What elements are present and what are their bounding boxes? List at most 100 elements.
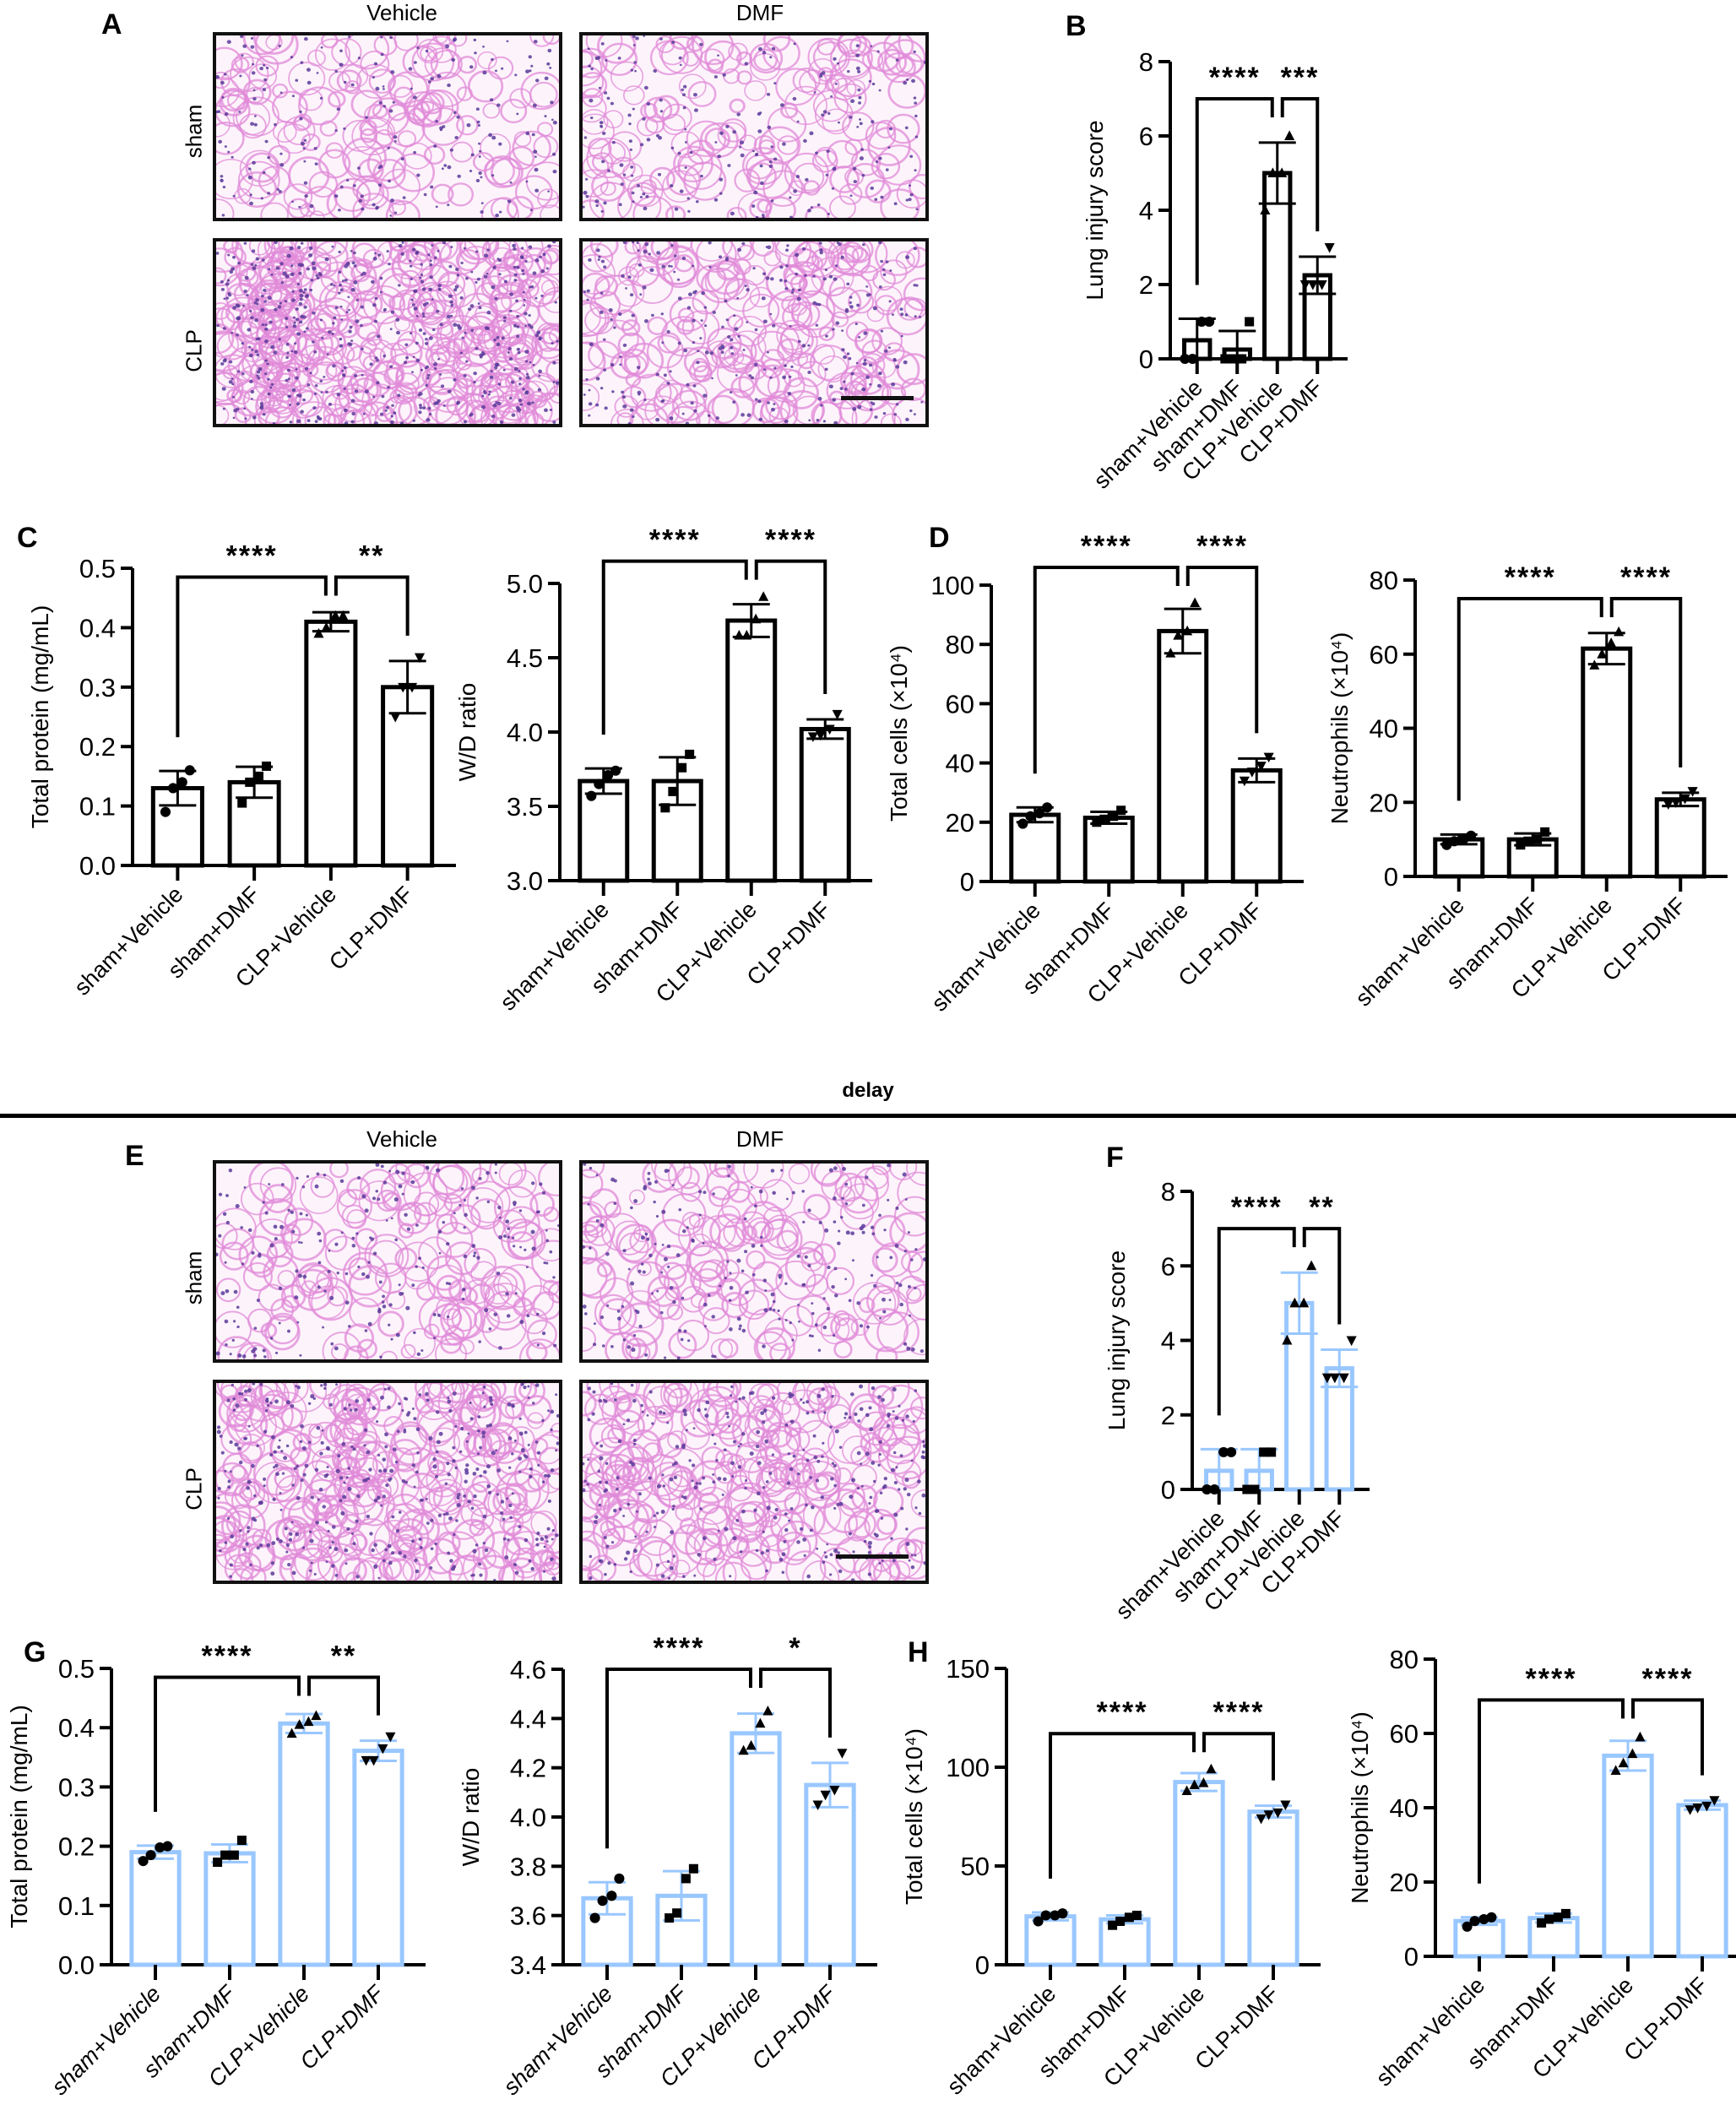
data-point (414, 653, 426, 664)
data-point (1245, 317, 1255, 327)
histology-image-delay-sham-dmf (579, 1160, 929, 1363)
y-tick-label: 20 (1390, 1868, 1419, 1897)
y-tick-label: 8 (1161, 1177, 1175, 1207)
data-point (1040, 1910, 1051, 1921)
bar (804, 1782, 856, 1967)
data-point (1316, 280, 1327, 290)
data-point (377, 1744, 388, 1755)
data-point (145, 1850, 156, 1861)
data-point (1466, 830, 1477, 841)
tissue-texture (216, 1383, 559, 1581)
significance-bracket (1033, 565, 1180, 774)
tissue-texture (583, 35, 925, 218)
significance-label: **** (1231, 1191, 1283, 1223)
data-point (1289, 1297, 1300, 1308)
data-point (1204, 316, 1215, 328)
histology-a-col-vehicle: Vehicle (366, 0, 437, 25)
data-point (815, 730, 826, 741)
data-point (1181, 1785, 1192, 1796)
data-point (614, 1873, 625, 1884)
y-tick-label: 4.4 (510, 1704, 546, 1733)
data-point (594, 778, 605, 789)
y-tick-label: 0.2 (79, 732, 116, 762)
data-point (330, 610, 341, 621)
y-tick-label: 80 (946, 630, 974, 659)
significance-label: **** (202, 1641, 253, 1673)
data-point (1263, 1810, 1274, 1820)
data-point (1284, 130, 1295, 140)
tissue-texture (216, 35, 559, 218)
y-tick-label: 80 (1390, 1645, 1419, 1674)
significance-label: * (789, 1632, 801, 1664)
data-point (746, 1739, 757, 1750)
data-point (606, 1890, 617, 1901)
tissue-texture (216, 1163, 559, 1359)
significance-label: **** (1097, 1696, 1148, 1728)
data-point (1017, 818, 1028, 829)
section-divider (0, 1114, 1736, 1118)
y-tick-label: 0.5 (58, 1654, 95, 1684)
data-point (1553, 1912, 1563, 1923)
panel-letter-f: F (1106, 1142, 1124, 1174)
data-point (1259, 1447, 1269, 1457)
data-point (758, 591, 769, 601)
significance-bracket (1217, 1227, 1296, 1416)
y-tick-label: 4.6 (510, 1655, 546, 1684)
data-point (303, 1716, 314, 1727)
data-point (1180, 353, 1191, 365)
data-point (1663, 800, 1674, 811)
data-point (1092, 817, 1102, 827)
data-point (1329, 1373, 1340, 1384)
scale-bar (836, 1554, 909, 1559)
data-point (762, 1705, 773, 1716)
data-point (1173, 630, 1184, 640)
x-tick-label: sham+Vehicle (1371, 1972, 1490, 2091)
panel-letter-g: G (24, 1636, 46, 1668)
y-tick-label: 3.5 (507, 792, 543, 822)
significance-bracket (1280, 97, 1320, 231)
data-point (610, 765, 621, 776)
data-point (1202, 1484, 1212, 1495)
y-tick-label: 0.4 (79, 613, 116, 643)
data-point (1544, 1914, 1554, 1924)
data-point (1190, 597, 1201, 608)
y-tick-label: 0.5 (79, 554, 116, 583)
data-point (1597, 648, 1608, 659)
data-point (1533, 834, 1543, 844)
data-point (361, 1755, 372, 1766)
bar (1676, 1803, 1728, 1959)
data-point (1115, 1917, 1126, 1927)
data-point (603, 769, 614, 781)
y-tick-label: 40 (1370, 714, 1398, 744)
data-point (1260, 204, 1271, 214)
y-tick-label: 3.4 (510, 1950, 546, 1980)
histology-e-col-vehicle: Vehicle (366, 1126, 437, 1152)
data-point (820, 1790, 831, 1801)
panel-letter-e: E (125, 1140, 144, 1172)
data-point (160, 806, 171, 817)
y-tick-label: 4.0 (507, 718, 543, 747)
data-point (1256, 1814, 1267, 1825)
y-tick-label: 0.3 (79, 673, 116, 702)
data-point (1610, 1765, 1621, 1775)
y-axis-label: Total protein (mg/mL) (27, 605, 53, 829)
bar (1602, 1753, 1654, 1959)
y-tick-label: 20 (946, 808, 974, 838)
data-point (237, 798, 247, 808)
significance-bracket (754, 559, 827, 695)
data-point (1124, 1912, 1134, 1923)
y-axis-label: Total protein (mg/mL) (6, 1705, 32, 1928)
y-tick-label: 0 (1384, 862, 1398, 892)
data-point (1277, 167, 1288, 177)
significance-label: **** (1505, 561, 1556, 594)
y-tick-label: 4.2 (510, 1754, 546, 1783)
significance-label: *** (1281, 62, 1320, 94)
significance-bracket (1631, 1698, 1704, 1776)
data-point (597, 1896, 608, 1907)
data-point (1280, 1800, 1291, 1811)
